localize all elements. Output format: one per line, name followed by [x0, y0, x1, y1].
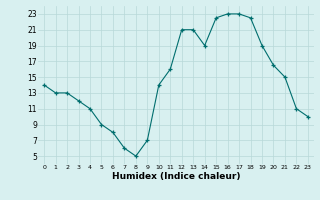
X-axis label: Humidex (Indice chaleur): Humidex (Indice chaleur): [112, 172, 240, 181]
